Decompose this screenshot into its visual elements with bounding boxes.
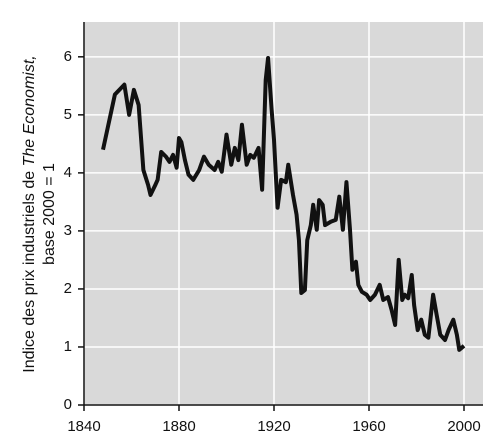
x-tick-label: 1880 — [162, 418, 195, 435]
x-tick-label: 1960 — [352, 418, 385, 435]
y-tick-label: 6 — [64, 48, 72, 65]
y-tick-label: 4 — [64, 164, 72, 181]
y-axis-label-italic: The Economist, — [21, 55, 38, 166]
plot-background — [84, 22, 483, 405]
y-axis-label-text: Indice des prix industriels de — [21, 166, 38, 372]
x-tick-label: 2000 — [447, 418, 480, 435]
x-tick-label: 1840 — [67, 418, 100, 435]
y-tick-label: 3 — [64, 222, 72, 239]
data-line — [101, 55, 466, 352]
y-tick-label: 0 — [64, 396, 72, 413]
y-tick-label: 5 — [64, 106, 72, 123]
y-axis-label-line2: base 2000 = 1 — [41, 163, 58, 265]
x-tick-label: 1920 — [257, 418, 290, 435]
y-axis-label: Indice des prix industriels de The Econo… — [21, 55, 38, 372]
y-tick-label: 1 — [64, 338, 72, 355]
y-tick-label: 2 — [64, 280, 72, 297]
